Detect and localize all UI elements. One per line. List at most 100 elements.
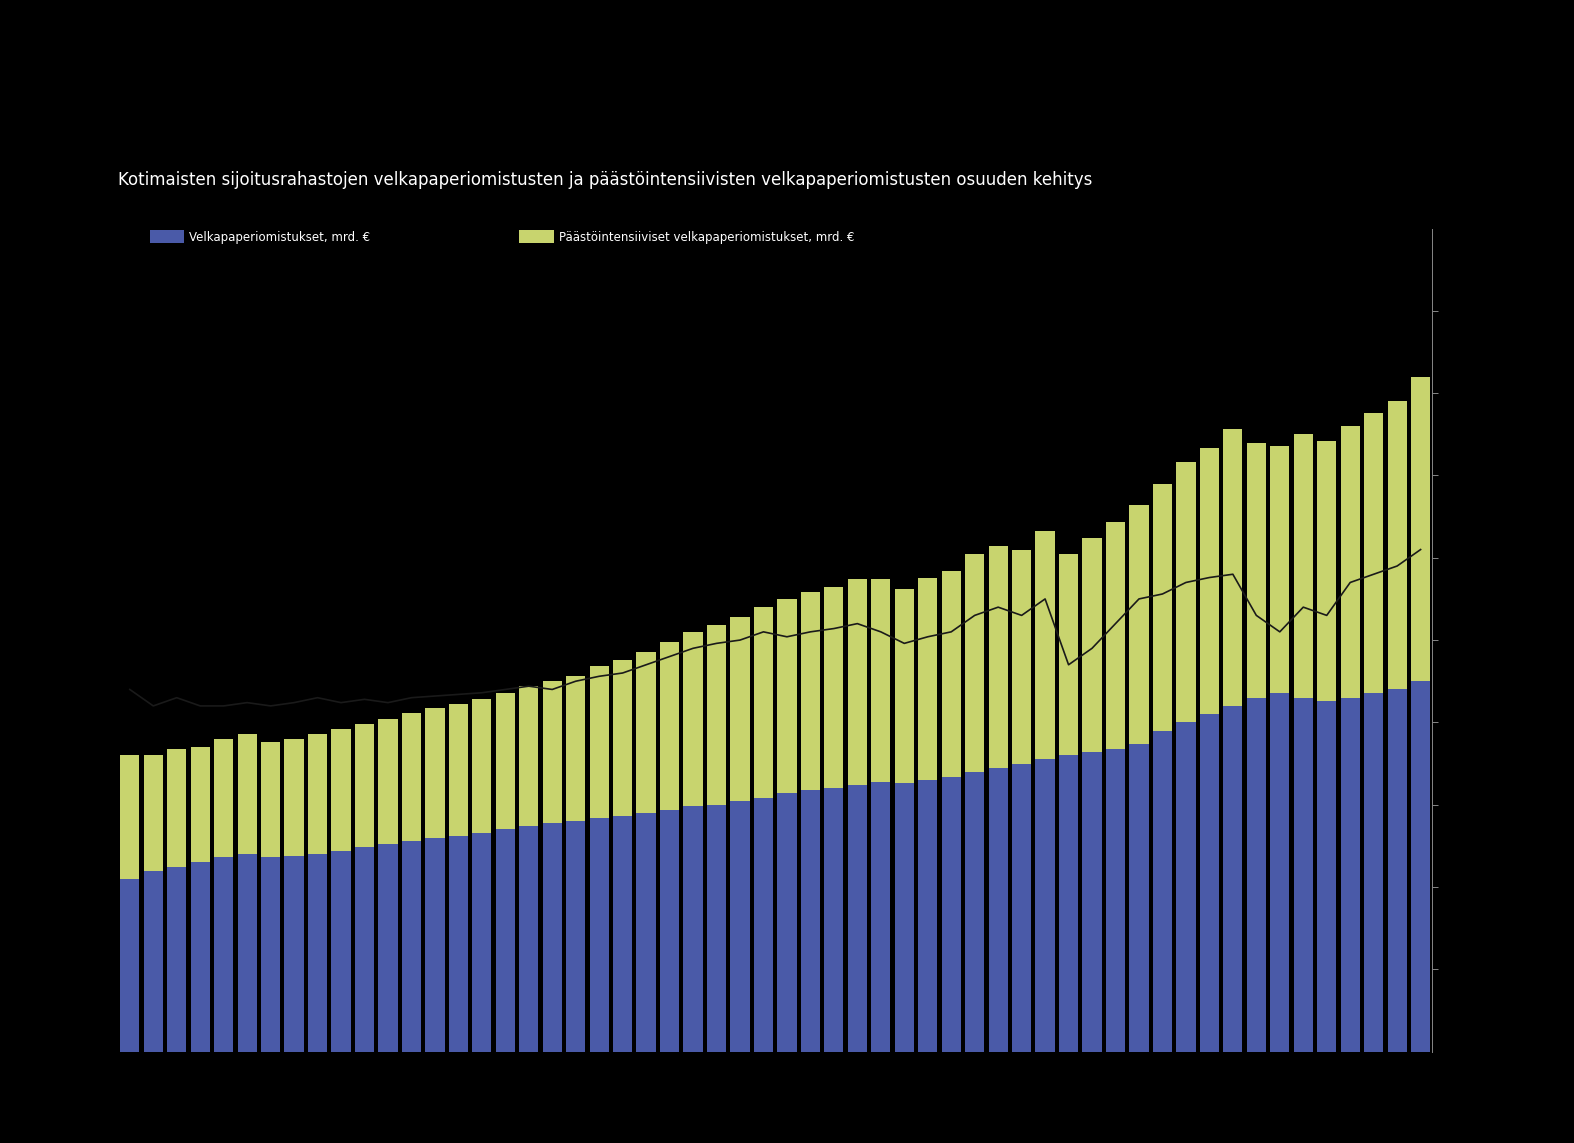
Bar <box>1012 764 1031 1052</box>
Bar <box>941 777 960 1052</box>
Bar <box>1152 483 1173 730</box>
Bar <box>801 592 820 790</box>
Bar <box>848 580 867 785</box>
Bar <box>332 850 351 1052</box>
Text: Velkapaperiomistukset, mrd. €: Velkapaperiomistukset, mrd. € <box>189 231 370 243</box>
Bar <box>918 577 938 780</box>
Bar <box>707 805 726 1052</box>
Bar <box>612 816 633 1052</box>
Bar <box>378 845 398 1052</box>
Bar <box>754 798 773 1052</box>
Bar <box>567 677 586 821</box>
Bar <box>636 813 656 1052</box>
Bar <box>965 554 984 772</box>
Bar <box>425 708 444 838</box>
Bar <box>825 588 844 789</box>
Bar <box>425 838 444 1052</box>
Bar <box>1247 442 1265 697</box>
Bar <box>543 823 562 1052</box>
Bar <box>848 785 867 1052</box>
Bar <box>1223 706 1242 1052</box>
Bar <box>143 871 162 1052</box>
Bar <box>1341 697 1360 1052</box>
Bar <box>261 857 280 1052</box>
Bar <box>1247 697 1265 1052</box>
Bar <box>894 783 914 1052</box>
Bar <box>988 768 1007 1052</box>
Bar <box>1341 426 1360 697</box>
Bar <box>238 734 257 854</box>
Bar <box>1270 446 1289 693</box>
Bar <box>918 780 938 1052</box>
Bar <box>894 589 914 783</box>
Bar <box>401 841 420 1052</box>
Bar <box>1176 722 1196 1052</box>
Bar <box>1059 756 1078 1052</box>
Bar <box>683 806 702 1052</box>
Bar <box>1365 693 1384 1052</box>
Bar <box>778 599 796 793</box>
Bar <box>730 617 749 801</box>
Bar <box>190 862 209 1052</box>
Bar <box>1107 749 1125 1052</box>
Bar <box>285 856 304 1052</box>
Bar <box>354 724 375 847</box>
Bar <box>1012 550 1031 764</box>
Bar <box>120 756 140 879</box>
Bar <box>612 660 633 816</box>
Bar <box>1365 413 1384 693</box>
Bar <box>214 857 233 1052</box>
Bar <box>120 879 140 1052</box>
Bar <box>1199 714 1218 1052</box>
Bar <box>1388 401 1407 689</box>
Bar <box>870 580 891 782</box>
Bar <box>1317 441 1336 701</box>
Bar <box>1270 693 1289 1052</box>
Bar <box>1152 730 1173 1052</box>
Bar <box>965 772 984 1052</box>
Bar <box>941 572 960 777</box>
Bar <box>332 729 351 850</box>
Bar <box>214 738 233 857</box>
Bar <box>870 782 891 1052</box>
Bar <box>238 854 257 1052</box>
Bar <box>730 801 749 1052</box>
Bar <box>590 818 609 1052</box>
Bar <box>1294 434 1313 697</box>
Bar <box>1059 554 1078 756</box>
Text: Kotimaisten sijoitusrahastojen velkapaperiomistusten ja päästöintensiivisten vel: Kotimaisten sijoitusrahastojen velkapape… <box>118 170 1092 189</box>
Bar <box>988 546 1007 768</box>
Bar <box>543 681 562 823</box>
Bar <box>778 793 796 1052</box>
Bar <box>1036 759 1055 1052</box>
Text: Päästöintensiiviset velkapaperiomistukset, mrd. €: Päästöintensiiviset velkapaperiomistukse… <box>559 231 855 243</box>
Bar <box>519 826 538 1052</box>
Bar <box>1130 744 1149 1052</box>
Bar <box>167 749 186 868</box>
Bar <box>472 832 491 1052</box>
Bar <box>449 836 467 1052</box>
Bar <box>754 607 773 798</box>
Bar <box>354 847 375 1052</box>
Bar <box>401 712 420 841</box>
Bar <box>1410 681 1431 1052</box>
Bar <box>567 821 586 1052</box>
Bar <box>1083 752 1102 1052</box>
Bar <box>1223 430 1242 706</box>
Bar <box>801 790 820 1052</box>
Bar <box>660 809 680 1052</box>
Bar <box>1130 505 1149 744</box>
Bar <box>1107 521 1125 749</box>
Bar <box>143 756 162 871</box>
Bar <box>1388 689 1407 1052</box>
Bar <box>1294 697 1313 1052</box>
Bar <box>1176 462 1196 722</box>
Bar <box>309 734 327 854</box>
Bar <box>660 641 680 809</box>
Bar <box>1410 377 1431 681</box>
Bar <box>496 830 515 1052</box>
Bar <box>496 693 515 830</box>
Bar <box>1317 701 1336 1052</box>
Bar <box>449 704 467 836</box>
Bar <box>1199 448 1218 714</box>
